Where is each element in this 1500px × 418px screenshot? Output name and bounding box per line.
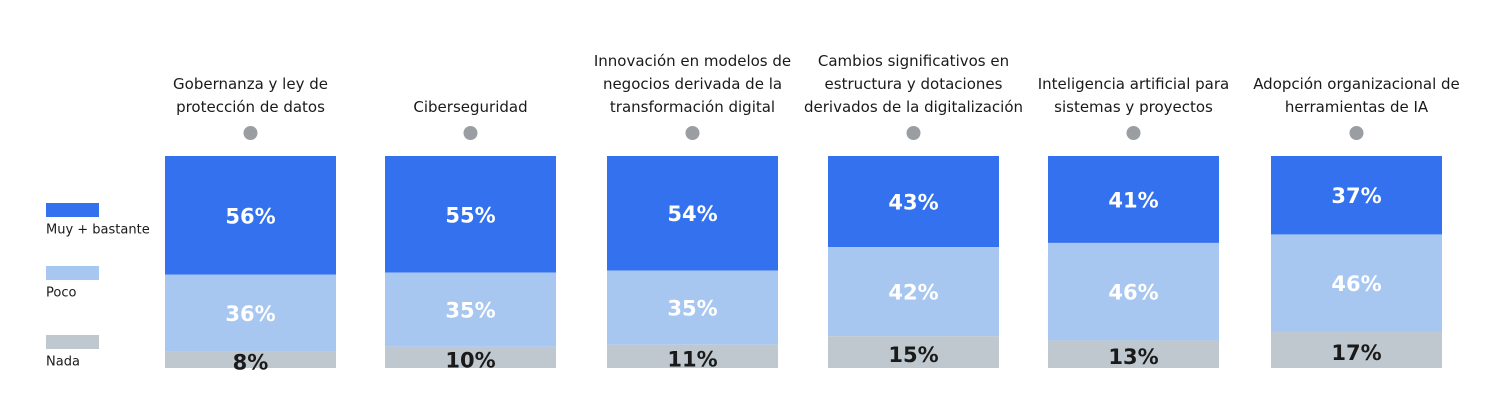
value-label: 11% (667, 347, 717, 371)
bar-segment (165, 351, 336, 368)
value-label: 54% (667, 202, 717, 226)
bar-segment (165, 156, 336, 275)
bar-segment (607, 156, 778, 271)
category-label: Innovación en modelos de negocios deriva… (593, 52, 792, 116)
value-label: 37% (1331, 184, 1381, 208)
bar-segment (607, 344, 778, 368)
value-label: 46% (1331, 272, 1381, 296)
value-label: 36% (225, 302, 275, 326)
category-dot (906, 126, 921, 140)
category-label: Cambios significativos en estructura y d… (803, 52, 1024, 116)
legend-swatch (46, 266, 99, 280)
legend-label: Muy + bastante (46, 223, 150, 238)
category-label: Adopción organizacional de herramientas … (1253, 75, 1460, 116)
category-dot (243, 126, 258, 140)
category-dot (463, 126, 478, 140)
value-label: 10% (445, 348, 495, 372)
legend-swatch (46, 335, 99, 349)
bar-segment (828, 247, 999, 337)
bar-segment (1271, 234, 1442, 332)
bar-segment (1271, 156, 1442, 235)
category-dot (1126, 126, 1141, 140)
bar-segment (607, 270, 778, 345)
bar-segment (1048, 242, 1219, 341)
value-label: 35% (667, 297, 717, 321)
bar-segment (385, 156, 556, 273)
bar-segment (828, 336, 999, 368)
value-label: 15% (888, 343, 938, 367)
value-label: 17% (1331, 341, 1381, 365)
value-label: 42% (888, 281, 938, 305)
value-label: 13% (1108, 345, 1158, 369)
bar-segment (385, 272, 556, 347)
value-label: 46% (1108, 281, 1158, 305)
legend-label: Poco (46, 286, 76, 301)
bar-segment (1048, 156, 1219, 243)
bar-segment (385, 346, 556, 368)
category-label: Ciberseguridad (413, 98, 528, 116)
legend-swatch (46, 203, 99, 217)
bar-segment (1271, 331, 1442, 368)
category-label: Gobernanza y ley de protección de datos (173, 75, 328, 116)
bar-segment (165, 274, 336, 352)
category-dot (1349, 126, 1364, 140)
value-label: 55% (445, 203, 495, 227)
category-dot (685, 126, 700, 140)
value-label: 41% (1108, 188, 1158, 212)
value-label: 43% (888, 191, 938, 215)
legend-label: Nada (46, 355, 80, 370)
value-label: 35% (445, 299, 495, 323)
bar-segment (1048, 340, 1219, 368)
value-label: 56% (225, 204, 275, 228)
category-label: Inteligencia artificial para sistemas y … (1037, 75, 1230, 116)
value-label: 8% (233, 351, 269, 375)
bar-segment (828, 156, 999, 248)
